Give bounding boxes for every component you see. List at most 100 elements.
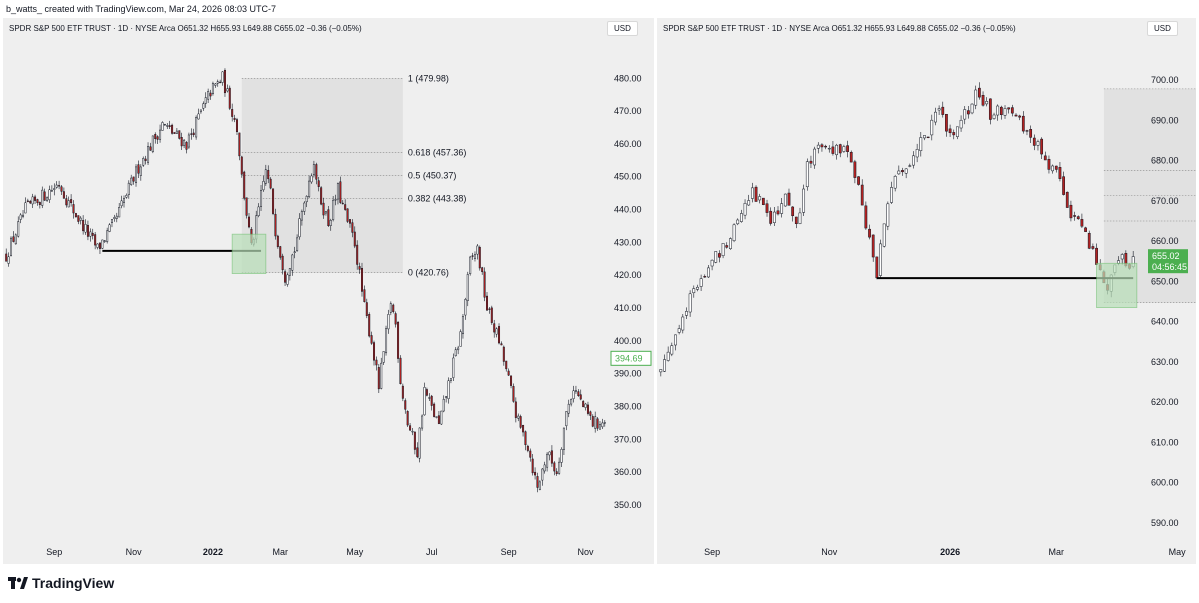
candle-body (192, 132, 195, 136)
candle-body (868, 228, 871, 238)
candle-body (276, 235, 279, 247)
candle-body (245, 197, 248, 216)
y-tick-label: 690.00 (1151, 115, 1179, 125)
candle-body (308, 180, 311, 198)
candle-body (274, 213, 277, 237)
candle-body (418, 427, 421, 459)
currency-badge[interactable]: USD (607, 21, 638, 36)
candle-body (449, 378, 452, 381)
candle-body (461, 316, 464, 335)
candle-body (135, 166, 138, 184)
candle-body (846, 145, 849, 152)
candle-body (981, 95, 985, 106)
candle-body (791, 206, 795, 217)
candle-body (1025, 130, 1029, 132)
candle-body (300, 211, 303, 221)
candle-body (562, 427, 565, 450)
candle-body (758, 196, 762, 201)
candlestick-chart[interactable]: 1 (697.84)0.618 (677.55)0.5 (671.28)0.38… (657, 18, 1196, 564)
candle-body (19, 214, 22, 220)
candle-body (659, 369, 663, 373)
candle-body (1069, 204, 1073, 219)
fib-level-label: 0.382 (443.38) (408, 193, 467, 203)
candle-body (86, 225, 89, 237)
y-tick-label: 700.00 (1151, 75, 1179, 85)
candle-body (798, 212, 802, 224)
candle-body (24, 202, 27, 214)
candle-body (332, 199, 335, 220)
candle-body (348, 219, 351, 224)
candle-body (454, 349, 457, 357)
candle-body (5, 253, 8, 262)
candle-body (163, 123, 166, 126)
candle-body (344, 204, 347, 210)
candle-body (120, 200, 123, 207)
candle-body (118, 207, 121, 218)
candle-body (710, 259, 714, 267)
y-tick-label: 480.00 (614, 73, 642, 83)
currency-badge[interactable]: USD (1147, 21, 1178, 36)
candle-body (794, 216, 798, 225)
candle-body (233, 117, 236, 120)
x-tick-label: Nov (821, 547, 838, 557)
candle-body (159, 129, 162, 140)
candle-body (437, 415, 440, 424)
candle-body (526, 445, 529, 451)
candle-body (567, 403, 570, 414)
tradingview-brand[interactable]: TradingView (8, 575, 114, 591)
candle-body (351, 222, 354, 233)
candle-body (915, 149, 919, 158)
candle-body (988, 98, 992, 120)
candle-body (58, 185, 61, 187)
candle-body (31, 196, 34, 205)
candle-body (999, 106, 1003, 116)
candle-body (500, 343, 503, 346)
chart-panel-2021-2022[interactable]: SPDR S&P 500 ETF TRUST · 1D · NYSE Arca … (3, 18, 654, 564)
candle-body (546, 453, 549, 468)
candle-body (248, 216, 251, 228)
candle-body (591, 416, 594, 427)
candle-body (123, 198, 125, 203)
candle-body (358, 266, 361, 270)
candle-body (582, 401, 585, 408)
candle-body (1014, 114, 1018, 117)
candle-body (813, 148, 817, 166)
candle-body (48, 189, 51, 200)
chart-panel-2025-2026[interactable]: SPDR S&P 500 ETF TRUST · 1D · NYSE Arca … (657, 18, 1196, 564)
y-tick-label: 400.00 (614, 336, 642, 346)
candle-body (524, 431, 527, 446)
candle-body (98, 242, 101, 249)
candle-body (305, 195, 308, 203)
y-tick-label: 650.00 (1151, 276, 1179, 286)
countdown-label: 04:56:45 (1152, 262, 1187, 272)
candle-body (805, 161, 809, 188)
candlestick-chart[interactable]: 1 (479.98) 0.618 (457.36) 0.5 (450.37) 0.38… (3, 18, 654, 564)
candle-body (469, 256, 472, 275)
candle-body (970, 103, 974, 114)
candle-body (195, 117, 198, 138)
candle-body (286, 274, 289, 285)
candle-body (603, 422, 606, 424)
candle-body (772, 211, 776, 223)
candle-body (442, 398, 445, 412)
candle-body (992, 114, 996, 119)
author-line: b_watts_ created with TradingView.com, M… (6, 4, 276, 14)
candle-body (60, 186, 63, 192)
candle-body (543, 464, 546, 472)
tradingview-wordmark: TradingView (32, 575, 115, 591)
candle-body (945, 113, 948, 132)
y-tick-label: 370.00 (614, 434, 642, 444)
candle-body (956, 126, 959, 137)
fib-level-label: 1 (479.98) (408, 73, 449, 83)
candle-body (226, 88, 229, 92)
candle-body (835, 144, 838, 156)
candle-body (312, 164, 315, 175)
candle-body (279, 246, 282, 258)
candle-body (486, 295, 488, 311)
candle-body (688, 293, 692, 313)
candle-body (187, 134, 190, 148)
candle-body (747, 200, 751, 206)
entry-zone-box (1096, 262, 1138, 308)
candle-body (204, 97, 207, 104)
candle-body (842, 146, 846, 152)
